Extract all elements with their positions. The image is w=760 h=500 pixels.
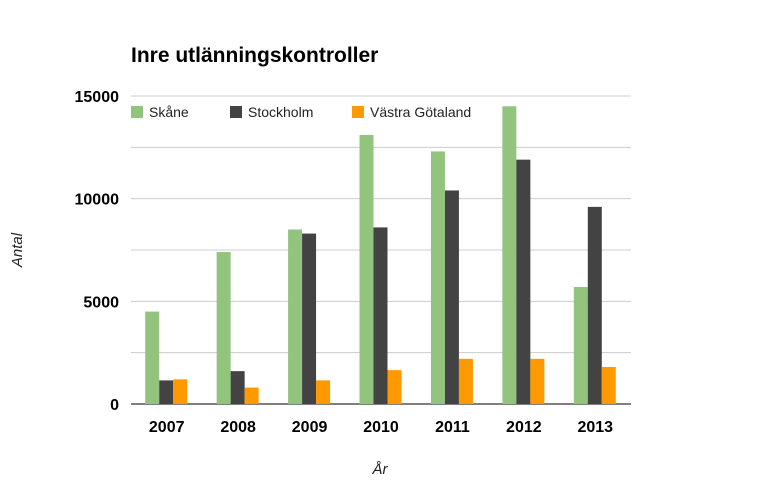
y-axis-label: Antal [9,232,26,268]
bar-stockholm-2007 [159,380,174,404]
legend-label: Skåne [149,104,189,120]
legend-swatch [131,106,143,118]
y-tick-label: 0 [110,397,119,414]
legend-swatch [352,106,364,118]
bar-stockholm-2013 [587,206,602,404]
x-tick-label: 2010 [363,419,399,436]
y-tick-label: 10000 [75,192,120,209]
bar-sk-ne-2013 [573,286,588,404]
chart-title: Inre utlänningskontroller [131,44,379,67]
bar-sk-ne-2010 [359,135,374,404]
bars [145,106,616,405]
bar-v-stra-g-taland-2012 [530,358,545,404]
bar-v-stra-g-taland-2008 [244,387,259,404]
legend: Skåne Stockholm Västra Götaland [131,104,471,120]
bar-v-stra-g-taland-2009 [316,380,331,404]
bar-v-stra-g-taland-2011 [458,358,473,404]
legend-label: Västra Götaland [370,104,471,120]
bar-stockholm-2008 [230,371,245,404]
bar-sk-ne-2007 [145,311,160,404]
x-axis-label: År [372,461,389,478]
bar-stockholm-2009 [302,233,317,404]
x-tick-label: 2008 [220,419,256,436]
x-axis-ticks: 2007 2008 2009 2010 2011 2012 2013 [149,419,613,436]
y-axis-ticks: 0 5000 10000 15000 [75,89,120,414]
x-tick-label: 2012 [506,419,542,436]
x-tick-label: 2013 [577,419,613,436]
bar-v-stra-g-taland-2007 [173,379,188,404]
x-tick-label: 2009 [292,419,328,436]
bar-stockholm-2012 [516,159,531,404]
x-tick-label: 2007 [149,419,185,436]
bar-stockholm-2010 [373,227,388,404]
y-tick-label: 5000 [83,294,119,311]
bar-sk-ne-2009 [288,229,303,404]
bar-v-stra-g-taland-2010 [387,370,402,404]
y-tick-label: 15000 [75,89,120,106]
legend-swatch [230,106,242,118]
bar-v-stra-g-taland-2013 [601,367,616,404]
bar-stockholm-2011 [444,190,459,404]
legend-label: Stockholm [248,104,313,120]
bar-sk-ne-2008 [216,252,231,404]
x-tick-label: 2011 [435,419,470,436]
bar-sk-ne-2012 [502,106,517,405]
bar-sk-ne-2011 [430,151,445,404]
